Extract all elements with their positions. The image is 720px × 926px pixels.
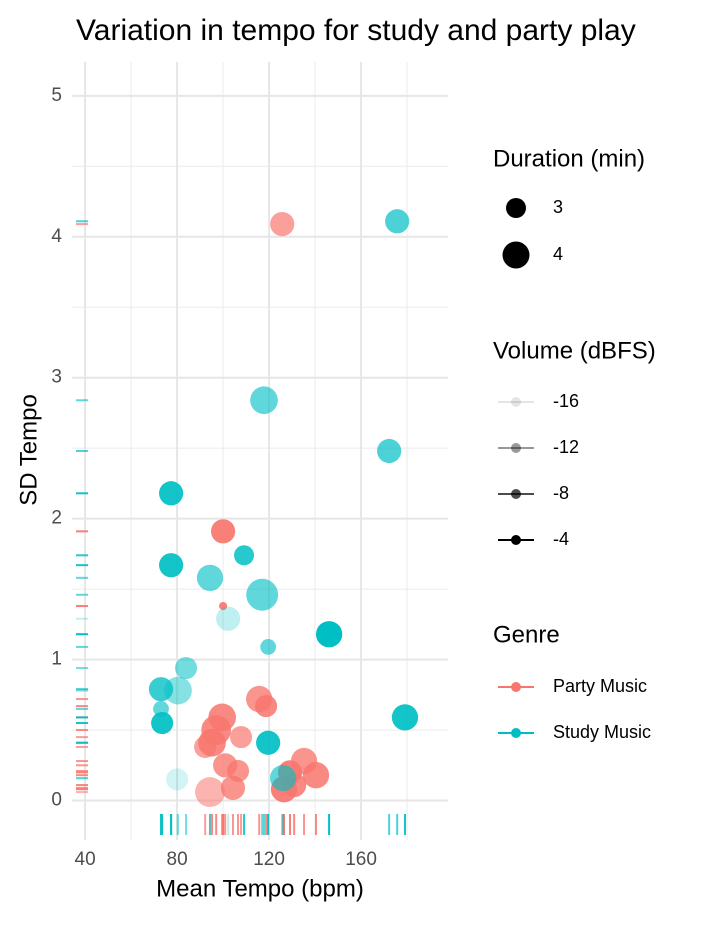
point — [148, 677, 174, 702]
legend-label: -4 — [553, 529, 569, 549]
point — [391, 704, 419, 731]
legend-key — [511, 728, 521, 738]
point — [385, 209, 410, 234]
legend-title: Duration (min) — [493, 145, 645, 172]
legend-key — [511, 682, 521, 692]
point — [302, 762, 330, 789]
point — [196, 564, 224, 591]
point — [210, 519, 236, 544]
legend-key — [506, 198, 526, 218]
point — [246, 578, 279, 611]
point — [175, 657, 198, 680]
point — [216, 606, 241, 631]
chart-title: Variation in tempo for study and party p… — [76, 14, 636, 47]
legend-label: -8 — [553, 483, 569, 503]
point — [250, 386, 278, 415]
y-tick-label: 5 — [51, 85, 62, 106]
legend-title: Genre — [493, 621, 560, 648]
legend-key — [511, 535, 521, 545]
y-tick-label: 0 — [51, 790, 62, 811]
legend-label: Party Music — [553, 676, 647, 696]
y-tick-label: 1 — [51, 649, 62, 670]
legend-key — [511, 443, 521, 453]
point — [234, 545, 255, 566]
point — [255, 695, 278, 718]
point — [159, 481, 184, 506]
legend-label: Study Music — [553, 722, 651, 742]
legend-label: 4 — [553, 244, 563, 264]
legend-label: -16 — [553, 391, 579, 411]
legend-key — [511, 489, 521, 499]
point — [151, 711, 174, 735]
legend-key — [502, 241, 530, 269]
point — [220, 775, 246, 800]
point — [377, 438, 402, 464]
x-tick-label: 120 — [253, 849, 285, 870]
x-tick-label: 160 — [345, 849, 377, 870]
point — [270, 211, 295, 237]
legend-title: Volume (dBFS) — [493, 337, 656, 364]
point — [219, 601, 228, 611]
x-axis-title: Mean Tempo (bpm) — [156, 875, 364, 902]
legend-key — [511, 397, 521, 407]
y-tick-label: 3 — [51, 367, 62, 388]
point — [159, 553, 184, 578]
point — [164, 676, 192, 705]
point — [260, 639, 277, 655]
point — [195, 777, 225, 807]
legend-label: 3 — [553, 197, 563, 217]
y-tick-label: 4 — [51, 226, 62, 247]
point — [256, 730, 281, 755]
point — [194, 735, 217, 759]
point — [315, 621, 343, 648]
y-tick-label: 2 — [51, 508, 62, 529]
point — [229, 726, 253, 749]
point — [166, 768, 189, 791]
x-tick-label: 40 — [75, 849, 96, 870]
x-tick-label: 80 — [167, 849, 188, 870]
point — [269, 764, 297, 792]
y-axis-title: SD Tempo — [15, 394, 42, 506]
legend-label: -12 — [553, 437, 579, 457]
